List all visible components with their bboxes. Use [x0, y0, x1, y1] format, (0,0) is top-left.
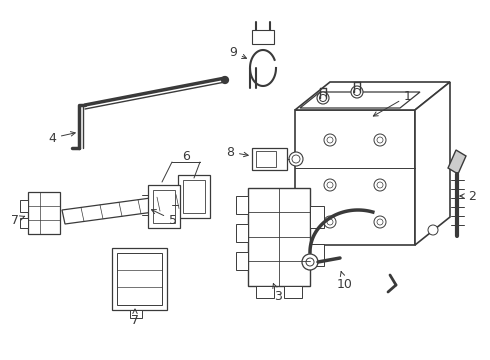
Circle shape: [289, 152, 303, 166]
Circle shape: [428, 225, 438, 235]
Circle shape: [324, 134, 336, 146]
Bar: [295, 110, 415, 245]
Bar: [252, 30, 274, 44]
Text: 7: 7: [131, 309, 139, 327]
Bar: [284, 286, 302, 298]
Bar: [117, 253, 162, 305]
Bar: [112, 248, 167, 310]
Bar: [178, 175, 210, 218]
Bar: [256, 286, 274, 298]
Bar: [310, 206, 324, 228]
Bar: [20, 218, 28, 228]
Bar: [130, 310, 142, 318]
Bar: [153, 190, 175, 223]
Circle shape: [319, 94, 326, 102]
Text: 2: 2: [460, 189, 476, 202]
Circle shape: [377, 219, 383, 225]
Text: 8: 8: [226, 145, 248, 158]
Bar: [236, 252, 248, 270]
Text: 1: 1: [373, 90, 412, 116]
Circle shape: [377, 182, 383, 188]
Polygon shape: [300, 92, 420, 108]
Circle shape: [317, 92, 329, 104]
Bar: [28, 192, 60, 234]
Bar: [183, 180, 205, 213]
Bar: [236, 196, 248, 214]
Circle shape: [377, 137, 383, 143]
Circle shape: [327, 137, 333, 143]
Polygon shape: [62, 192, 198, 224]
Circle shape: [374, 134, 386, 146]
Circle shape: [374, 216, 386, 228]
Bar: [20, 200, 28, 212]
Circle shape: [221, 77, 228, 84]
Text: 9: 9: [229, 45, 246, 59]
Bar: [148, 185, 180, 228]
Circle shape: [324, 179, 336, 191]
Text: 10: 10: [337, 271, 353, 291]
Bar: [310, 244, 324, 266]
Bar: [248, 188, 310, 286]
Circle shape: [306, 258, 314, 266]
Text: 5: 5: [151, 210, 177, 226]
Bar: [236, 224, 248, 242]
Text: 7: 7: [11, 213, 24, 226]
Circle shape: [351, 86, 363, 98]
Circle shape: [353, 89, 361, 95]
Circle shape: [292, 155, 300, 163]
Circle shape: [324, 216, 336, 228]
Circle shape: [302, 254, 318, 270]
Text: 6: 6: [182, 149, 190, 162]
Polygon shape: [415, 82, 450, 245]
Bar: [256, 151, 276, 167]
Polygon shape: [448, 150, 466, 174]
Bar: [252, 148, 287, 170]
Circle shape: [327, 219, 333, 225]
Circle shape: [374, 179, 386, 191]
Circle shape: [327, 182, 333, 188]
Polygon shape: [295, 82, 450, 110]
Text: 4: 4: [48, 131, 75, 144]
Text: 3: 3: [273, 284, 282, 302]
